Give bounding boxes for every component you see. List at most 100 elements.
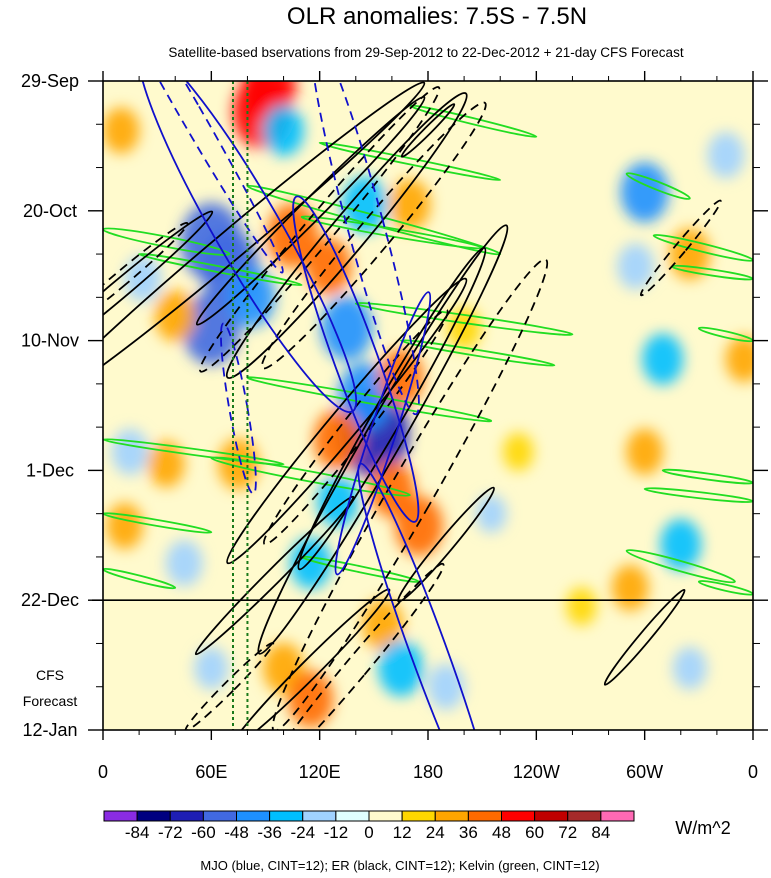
mjo-contour	[292, 195, 420, 523]
kelvin-contour	[318, 141, 502, 182]
colorbar-label: 36	[459, 823, 478, 842]
er-contour	[226, 277, 468, 565]
x-tick-label: 180	[413, 762, 443, 782]
anomaly-cell	[288, 670, 334, 728]
x-tick-label: 0	[748, 762, 758, 782]
mjo-contour	[103, 81, 284, 274]
colorbar-swatch	[302, 810, 337, 822]
anomaly-cell	[321, 296, 373, 361]
kelvin-contour	[354, 302, 574, 336]
er-contours	[103, 81, 722, 730]
er-contour	[195, 96, 426, 326]
kelvin-contour	[625, 549, 736, 584]
y-tick-label: 20-Oct	[23, 201, 77, 221]
colorbar-swatch	[169, 810, 204, 822]
y-axis: 29-Sep 20-Oct 10-Nov 1-Dec 22-Dec 12-Jan	[21, 71, 768, 740]
reference-longitude-lines	[232, 81, 249, 730]
x-tick-label: 60E	[195, 762, 227, 782]
colorbar-label: 24	[426, 823, 445, 842]
colorbar-swatch	[401, 810, 436, 822]
colorbar-label: -36	[257, 823, 282, 842]
colorbar-swatch	[236, 810, 271, 822]
colorbar-swatch	[269, 810, 304, 822]
anomaly-cell	[194, 646, 229, 690]
anomaly-cell	[427, 663, 465, 710]
er-contour	[271, 258, 549, 730]
colorbar-units: W/m^2	[675, 818, 730, 838]
anomaly-cell	[111, 428, 149, 475]
forecast-label-line1: CFS	[36, 667, 64, 683]
colorbar-label: -72	[158, 823, 183, 842]
colorbar-label: 0	[364, 823, 373, 842]
mjo-contour	[334, 291, 432, 576]
colorbar-swatch	[567, 810, 602, 822]
anomaly-cell	[672, 646, 707, 690]
y-tick-label: 12-Jan	[22, 720, 77, 740]
colorbar-swatch	[103, 810, 138, 822]
forecast-label-line2: Forecast	[23, 693, 78, 709]
colorbar-label: -84	[125, 823, 150, 842]
er-contour	[103, 210, 214, 372]
colorbar-swatch	[335, 810, 370, 822]
er-contour	[397, 486, 495, 603]
kelvin-contour	[103, 438, 285, 466]
anomaly-cell	[394, 496, 443, 557]
anomaly-cell	[103, 107, 140, 154]
anomaly-cell	[707, 132, 745, 179]
colorbar-label: -48	[224, 823, 249, 842]
x-tick-label: 60W	[626, 762, 663, 782]
anomaly-cell	[566, 587, 597, 626]
y-tick-label: 29-Sep	[21, 71, 79, 91]
x-axis: 0 60E 120E 180 120W 60W 0	[98, 71, 758, 782]
colorbar-label: -60	[191, 823, 216, 842]
er-contour	[184, 641, 275, 730]
kelvin-contour	[625, 172, 691, 200]
anomaly-cell	[378, 639, 424, 697]
x-tick-label: 120E	[299, 762, 341, 782]
kelvin-contour	[697, 326, 753, 343]
anomaly-cell	[147, 441, 185, 488]
anomaly-cell	[342, 176, 388, 233]
chart-subtitle: Satellite-based bservations from 29-Sep-…	[168, 45, 683, 60]
anomaly-cell	[182, 291, 241, 365]
er-contour	[225, 92, 468, 379]
anomaly-cell	[124, 255, 162, 302]
er-contour	[267, 562, 445, 730]
colorbar-swatch	[534, 810, 569, 822]
er-contour	[603, 588, 686, 686]
er-contour	[199, 86, 441, 373]
plot-area	[103, 81, 753, 730]
er-contour	[103, 81, 426, 402]
kelvin-contour	[697, 580, 753, 596]
kelvin-contour	[400, 339, 556, 367]
mjo-contour	[309, 81, 420, 416]
colorbar-swatch	[600, 810, 635, 822]
colorbar-label: 60	[525, 823, 544, 842]
anomaly-cell	[660, 518, 702, 571]
colorbar-swatch	[202, 810, 237, 822]
er-contour	[263, 309, 449, 546]
anomaly-cell	[362, 599, 404, 651]
er-contour	[230, 588, 391, 730]
er-contour	[257, 224, 509, 655]
colorbar-swatch	[467, 810, 502, 822]
anomaly-cell	[611, 564, 649, 611]
y-tick-label: 10-Nov	[21, 331, 79, 351]
anomaly-cell	[725, 336, 753, 383]
er-contour	[400, 103, 456, 158]
chart-title: OLR anomalies: 7.5S - 7.5N	[287, 3, 587, 30]
colorbar-label: -12	[324, 823, 349, 842]
anomaly-cell	[620, 162, 669, 223]
y-tick-label: 1-Dec	[26, 460, 74, 480]
er-contour	[103, 221, 189, 336]
er-contour	[260, 101, 487, 370]
anomaly-cell	[669, 228, 711, 280]
colorbar-swatch	[136, 810, 171, 822]
colorbar-label: 72	[558, 823, 577, 842]
contour-legend: MJO (blue, CINT=12); ER (black, CINT=12)…	[200, 858, 599, 873]
anomaly-cell	[475, 494, 507, 533]
anomaly-cell	[642, 333, 684, 385]
y-tick-label: 22-Dec	[21, 590, 79, 610]
anomaly-cell	[389, 178, 431, 231]
